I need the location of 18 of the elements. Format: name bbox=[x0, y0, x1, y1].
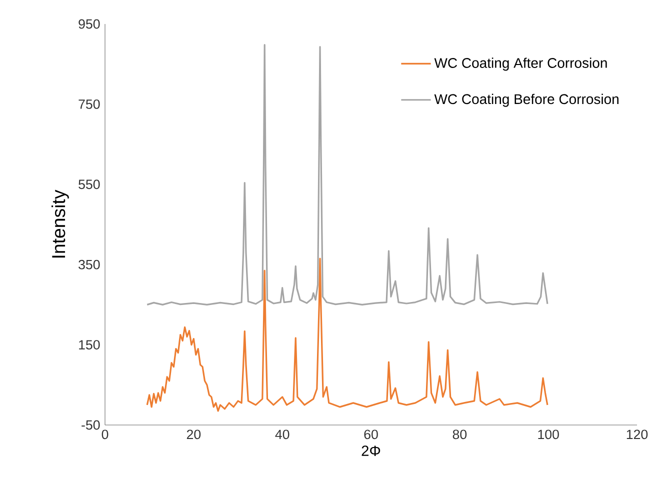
legend-label: WC Coating After Corrosion bbox=[434, 58, 607, 71]
x-tick-label: 80 bbox=[452, 430, 467, 440]
y-tick-label: 350 bbox=[78, 260, 100, 270]
legend-label: WC Coating Before Corrosion bbox=[434, 94, 618, 107]
y-tick-label: 150 bbox=[79, 340, 100, 350]
x-tick-label: 100 bbox=[538, 430, 559, 440]
x-tick-label: 40 bbox=[275, 430, 290, 440]
x-tick-label: 20 bbox=[186, 430, 201, 440]
line-series bbox=[146, 258, 548, 412]
y-tick-label: 750 bbox=[78, 99, 100, 109]
y-tick-label: 950 bbox=[78, 19, 100, 29]
y-tick-label: 550 bbox=[78, 180, 100, 190]
y-tick-label: -50 bbox=[82, 420, 100, 430]
x-tick-label: 60 bbox=[364, 430, 378, 440]
x-tick-label: 120 bbox=[626, 430, 648, 440]
y-axis-title: Intensity bbox=[51, 190, 69, 258]
x-tick-label: 0 bbox=[102, 430, 108, 440]
x-axis-title: 2Φ bbox=[362, 446, 380, 456]
